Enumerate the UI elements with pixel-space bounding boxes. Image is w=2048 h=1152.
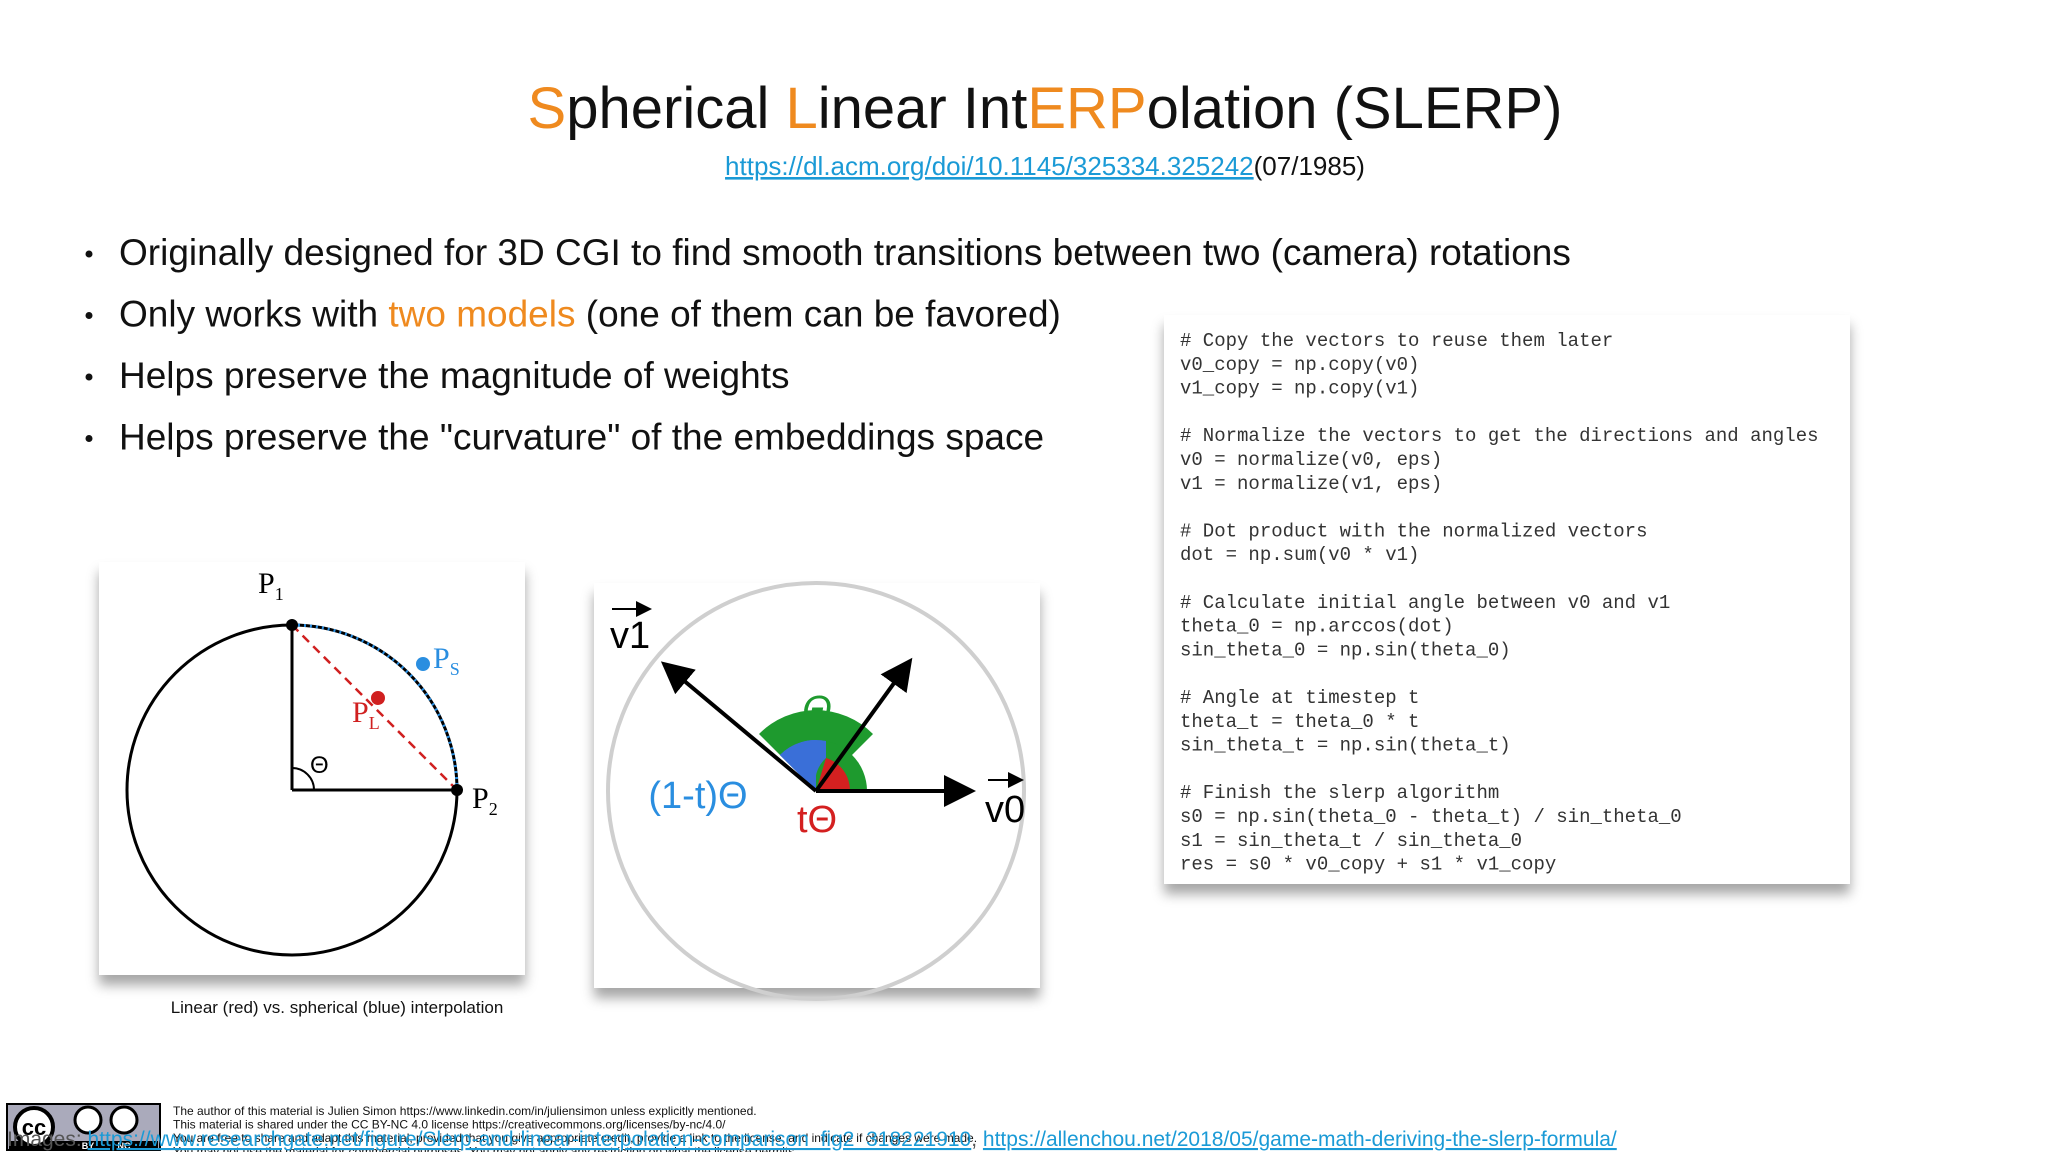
label: PS xyxy=(433,642,460,679)
bullet-part: Helps preserve the magnitude of weights xyxy=(119,355,789,396)
credit-link[interactable]: https://www.researchgate.net/figure/Sler… xyxy=(88,1128,972,1151)
label-main: P xyxy=(472,782,489,815)
label-sub: S xyxy=(450,659,460,679)
angle-arc xyxy=(291,767,315,791)
bullet-dot xyxy=(85,250,93,258)
spherical-arc xyxy=(291,623,459,791)
badge-icon xyxy=(109,1105,139,1135)
title-part: L xyxy=(785,76,817,141)
linear-path xyxy=(291,624,458,791)
code-line: res = s0 * v0_copy + s1 * v1_copy xyxy=(1180,854,1556,876)
label: Θ xyxy=(802,689,832,731)
code-line: s0 = np.sin(theta_0 - theta_t) / sin_the… xyxy=(1180,806,1682,828)
vector-v1 xyxy=(660,661,818,793)
label: v0 xyxy=(985,789,1025,831)
reference: https://dl.acm.org/doi/10.1145/325334.32… xyxy=(725,151,1365,181)
code-line: # Normalize the vectors to get the direc… xyxy=(1180,425,1819,447)
code-line: sin_theta_t = np.sin(theta_t) xyxy=(1180,735,1511,757)
title-part: ERP xyxy=(1027,76,1146,141)
credit-text: Images: xyxy=(7,1128,88,1151)
label-main: P xyxy=(352,696,369,729)
label-sub: L xyxy=(369,713,380,733)
vector xyxy=(814,657,913,793)
bullet-text: Helps preserve the magnitude of weights xyxy=(119,355,789,396)
label-sub: 2 xyxy=(489,799,498,819)
label: P1 xyxy=(258,567,284,604)
code-block: # Copy the vectors to reuse them laterv0… xyxy=(1180,330,1819,876)
bullet-dot xyxy=(85,312,93,319)
title-part: pherical xyxy=(566,76,785,141)
bullet-part: Only works with xyxy=(119,294,388,335)
slide-title: Spherical Linear IntERPolation (SLERP) xyxy=(528,76,1563,141)
label-main: P xyxy=(433,642,450,675)
bullet-text: Helps preserve the "curvature" of the em… xyxy=(119,417,1044,458)
reference-link[interactable]: https://dl.acm.org/doi/10.1145/325334.32… xyxy=(725,151,1254,181)
title-part: olation (SLERP) xyxy=(1147,76,1563,141)
code-line: v0 = normalize(v0, eps) xyxy=(1180,449,1442,471)
title-part: S xyxy=(528,76,567,141)
code-line: # Angle at timestep t xyxy=(1180,687,1419,709)
credit-text: , xyxy=(971,1128,983,1151)
label: tΘ xyxy=(797,799,837,841)
label-main: P xyxy=(258,567,275,600)
badge-text: cc xyxy=(22,1115,46,1140)
code-line: v0_copy = np.copy(v0) xyxy=(1180,354,1419,376)
license-line: You are free to share and adapt this mat… xyxy=(173,1131,977,1145)
angle-label: Θ xyxy=(310,752,329,779)
code-line: # Dot product with the normalized vector… xyxy=(1180,520,1647,542)
code-line: dot = np.sum(v0 * v1) xyxy=(1180,544,1419,566)
point xyxy=(416,657,430,671)
license-badge: cc BY NC xyxy=(6,1103,161,1151)
figure-linear-vs-spherical: P1 PS PL P2 Θ Linear (red) vs. spherical… xyxy=(99,562,525,1017)
label: v1 xyxy=(610,615,650,657)
code-line: # Copy the vectors to reuse them later xyxy=(1180,330,1613,352)
bullet-part: Helps preserve the "curvature" of the em… xyxy=(119,417,1044,458)
code-line: v1 = normalize(v1, eps) xyxy=(1180,473,1442,495)
bullet-part: two models xyxy=(388,294,575,335)
image-credits: Images: https://www.researchgate.net/fig… xyxy=(7,1128,1617,1151)
code-line: sin_theta_0 = np.sin(theta_0) xyxy=(1180,639,1511,661)
circle xyxy=(606,581,1026,1001)
badge-icon xyxy=(13,1106,55,1148)
reference-date: (07/1985) xyxy=(1254,151,1365,181)
bullet-part: Originally designed for 3D CGI to find s… xyxy=(119,232,1571,273)
badge-text: NC xyxy=(118,1141,131,1151)
code-line: s1 = sin_theta_t / sin_theta_0 xyxy=(1180,830,1522,852)
point xyxy=(286,619,298,631)
code-line: theta_0 = np.arccos(dot) xyxy=(1180,616,1454,638)
code-line: # Finish the slerp algorithm xyxy=(1180,782,1499,804)
license-line: This material is shared under the CC BY-… xyxy=(173,1118,726,1132)
badge-strip xyxy=(9,1141,158,1149)
figure-frame xyxy=(99,562,525,975)
figure-vector-angles: v1 v0 Θ (1-t)Θ tΘ xyxy=(594,581,1040,1001)
license-line: The author of this material is Julien Si… xyxy=(173,1104,757,1118)
label-sub: 1 xyxy=(275,584,284,604)
angle-wedge xyxy=(816,758,851,791)
license-line: You may not use the material for commerc… xyxy=(173,1145,798,1152)
title-part: inear Int xyxy=(818,76,1028,141)
bullet-dot xyxy=(85,373,93,381)
figure-caption: Linear (red) vs. spherical (blue) interp… xyxy=(171,998,504,1017)
bullet-part: (one of them can be favored) xyxy=(575,294,1060,335)
point xyxy=(451,784,463,796)
bullet-text: Originally designed for 3D CGI to find s… xyxy=(119,232,1571,273)
badge-icon xyxy=(73,1105,103,1135)
badge-text: BY xyxy=(82,1141,95,1151)
point xyxy=(371,691,385,705)
license-text: The author of this material is Julien Si… xyxy=(173,1104,977,1152)
label: P2 xyxy=(472,782,498,819)
bullet-list: Originally designed for 3D CGI to find s… xyxy=(85,232,1571,458)
code-line: # Calculate initial angle between v0 and… xyxy=(1180,592,1670,614)
label: (1-t)Θ xyxy=(648,775,747,817)
bullet-text: Only works with two models (one of them … xyxy=(119,294,1061,335)
angle-wedge xyxy=(780,740,826,791)
code-line: theta_t = theta_0 * t xyxy=(1180,711,1419,733)
code-line: v1_copy = np.copy(v1) xyxy=(1180,378,1419,400)
bullet-dot xyxy=(85,435,93,442)
label: PL xyxy=(352,696,380,733)
credit-link[interactable]: https://allenchou.net/2018/05/game-math-… xyxy=(983,1128,1617,1151)
code-box xyxy=(1164,315,1850,884)
